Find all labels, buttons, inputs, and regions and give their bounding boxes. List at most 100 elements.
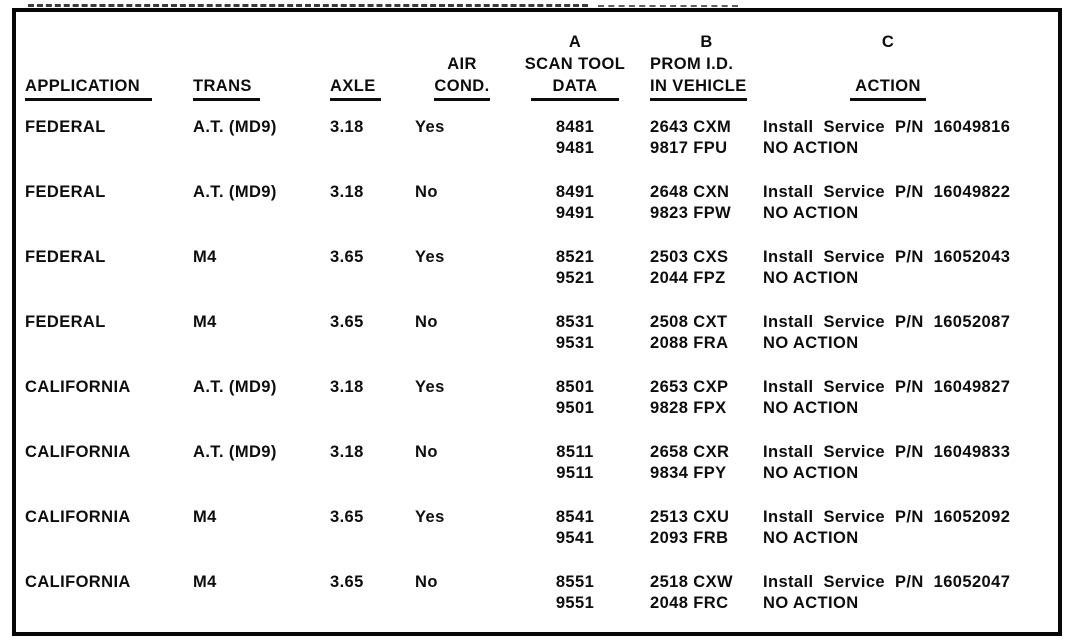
trans-cell: A.T. (MD9) [193,443,277,461]
application-cell: FEDERAL [25,118,106,136]
action-line1: Install Service P/N 16052043 [763,248,1011,266]
action-line2: NO ACTION [763,204,859,222]
header-action: C ACTION [763,31,1058,101]
action-cell: Install Service P/N 16052087 NO ACTION [763,312,1058,354]
scan-tool-data-line1: 8541 [555,508,595,526]
scan-tool-data-line2: 9541 [555,529,595,547]
action-line2: NO ACTION [763,529,859,547]
scan-tool-data-line1: 8531 [555,313,595,331]
scan-tool-data-line2: 9511 [556,464,594,482]
header-trans: TRANS [193,75,330,101]
table-body: FEDERAL A.T. (MD9) 3.18 Yes 8481 9481 26… [16,117,1058,614]
header-column-letter-a: A [568,33,582,51]
air-cond-cell: No [415,573,438,591]
trans-cell: M4 [193,313,217,331]
scan-tool-data-line1: 8551 [555,573,595,591]
axle-cell: 3.65 [330,313,364,331]
action-line2: NO ACTION [763,399,859,417]
prom-id-cell: 2518 CXW 2048 FRC [635,572,763,614]
prom-id-line2: 2088 FRA [650,334,729,352]
prom-id-line2: 9817 FPU [650,139,728,157]
scan-tool-data-cell: 8521 9521 [515,247,635,289]
scan-tool-data-line1: 8501 [555,378,595,396]
header-column-letter-b: B [700,33,713,51]
header-air-cond-line2: COND. [434,75,490,101]
action-line2: NO ACTION [763,464,859,482]
trans-cell: A.T. (MD9) [193,118,277,136]
prom-id-line1: 2518 CXW [650,573,733,591]
axle-cell: 3.65 [330,248,364,266]
header-prom-id: B PROM I.D. IN VEHICLE [635,31,763,101]
header-air-cond: AIR COND. [415,53,515,101]
scan-tool-data-line1: 8511 [556,443,594,461]
header-axle-label: AXLE [330,75,381,101]
scan-tool-data-cell: 8551 9551 [515,572,635,614]
action-line1: Install Service P/N 16049822 [763,183,1011,201]
prom-id-line1: 2648 CXN [650,183,730,201]
prom-id-cell: 2508 CXT 2088 FRA [635,312,763,354]
axle-cell: 3.18 [330,118,364,136]
prom-id-cell: 2503 CXS 2044 FPZ [635,247,763,289]
scan-tool-data-line1: 8491 [555,183,595,201]
action-cell: Install Service P/N 16049833 NO ACTION [763,442,1058,484]
prom-id-line1: 2658 CXR [650,443,730,461]
action-line2: NO ACTION [763,594,859,612]
header-action-label: ACTION [850,75,926,101]
application-cell: CALIFORNIA [25,378,131,396]
trans-cell: A.T. (MD9) [193,378,277,396]
axle-cell: 3.18 [330,183,364,201]
header-scan-tool-data: A SCAN TOOL DATA [515,31,635,101]
scan-tool-data-cell: 8511 9511 [515,442,635,484]
action-line2: NO ACTION [763,139,859,157]
action-line1: Install Service P/N 16049833 [763,443,1011,461]
action-cell: Install Service P/N 16049827 NO ACTION [763,377,1058,419]
prom-id-cell: 2643 CXM 9817 FPU [635,117,763,159]
prom-id-cell: 2653 CXP 9828 FPX [635,377,763,419]
prom-id-line1: 2653 CXP [650,378,729,396]
scan-tool-data-cell: 8531 9531 [515,312,635,354]
air-cond-cell: Yes [415,118,445,136]
prom-id-line1: 2503 CXS [650,248,729,266]
header-air-cond-line1: AIR [447,55,477,73]
scan-tool-data-line2: 9531 [555,334,595,352]
axle-cell: 3.65 [330,508,364,526]
action-line2: NO ACTION [763,269,859,287]
prom-id-line2: 9834 FPY [650,464,727,482]
table-frame: APPLICATION TRANS AXLE AIR COND. A SCAN … [12,8,1062,636]
axle-cell: 3.18 [330,443,364,461]
header-application-label: APPLICATION [25,75,153,101]
application-cell: CALIFORNIA [25,573,131,591]
table-row: CALIFORNIA A.T. (MD9) 3.18 Yes 8501 9501… [16,377,1058,419]
scan-tool-data-line2: 9521 [555,269,595,287]
prom-id-line1: 2513 CXU [650,508,730,526]
header-prom-id-line1: PROM I.D. [650,55,734,73]
application-cell: CALIFORNIA [25,508,131,526]
scan-artifact-line [598,5,738,7]
table-row: CALIFORNIA M4 3.65 Yes 8541 9541 2513 CX… [16,507,1058,549]
air-cond-cell: Yes [415,378,445,396]
air-cond-cell: Yes [415,508,445,526]
table-row: FEDERAL A.T. (MD9) 3.18 Yes 8481 9481 26… [16,117,1058,159]
header-trans-label: TRANS [193,75,260,101]
action-cell: Install Service P/N 16049822 NO ACTION [763,182,1058,224]
prom-id-cell: 2513 CXU 2093 FRB [635,507,763,549]
scan-tool-data-line1: 8481 [555,118,595,136]
axle-cell: 3.18 [330,378,364,396]
scan-artifact-line [28,4,588,7]
prom-id-cell: 2648 CXN 9823 FPW [635,182,763,224]
action-line2: NO ACTION [763,334,859,352]
scan-tool-data-cell: 8491 9491 [515,182,635,224]
scan-tool-data-cell: 8541 9541 [515,507,635,549]
table-row: CALIFORNIA M4 3.65 No 8551 9551 2518 CXW… [16,572,1058,614]
prom-id-line2: 2093 FRB [650,529,729,547]
table-row: FEDERAL M4 3.65 No 8531 9531 2508 CXT 20… [16,312,1058,354]
scan-tool-data-line2: 9501 [555,399,595,417]
table-row: FEDERAL A.T. (MD9) 3.18 No 8491 9491 264… [16,182,1058,224]
action-line1: Install Service P/N 16052092 [763,508,1011,526]
application-cell: CALIFORNIA [25,443,131,461]
header-scan-tool-line2: DATA [530,75,620,101]
trans-cell: M4 [193,508,217,526]
header-scan-tool-line1: SCAN TOOL [524,55,626,73]
prom-id-line1: 2643 CXM [650,118,732,136]
